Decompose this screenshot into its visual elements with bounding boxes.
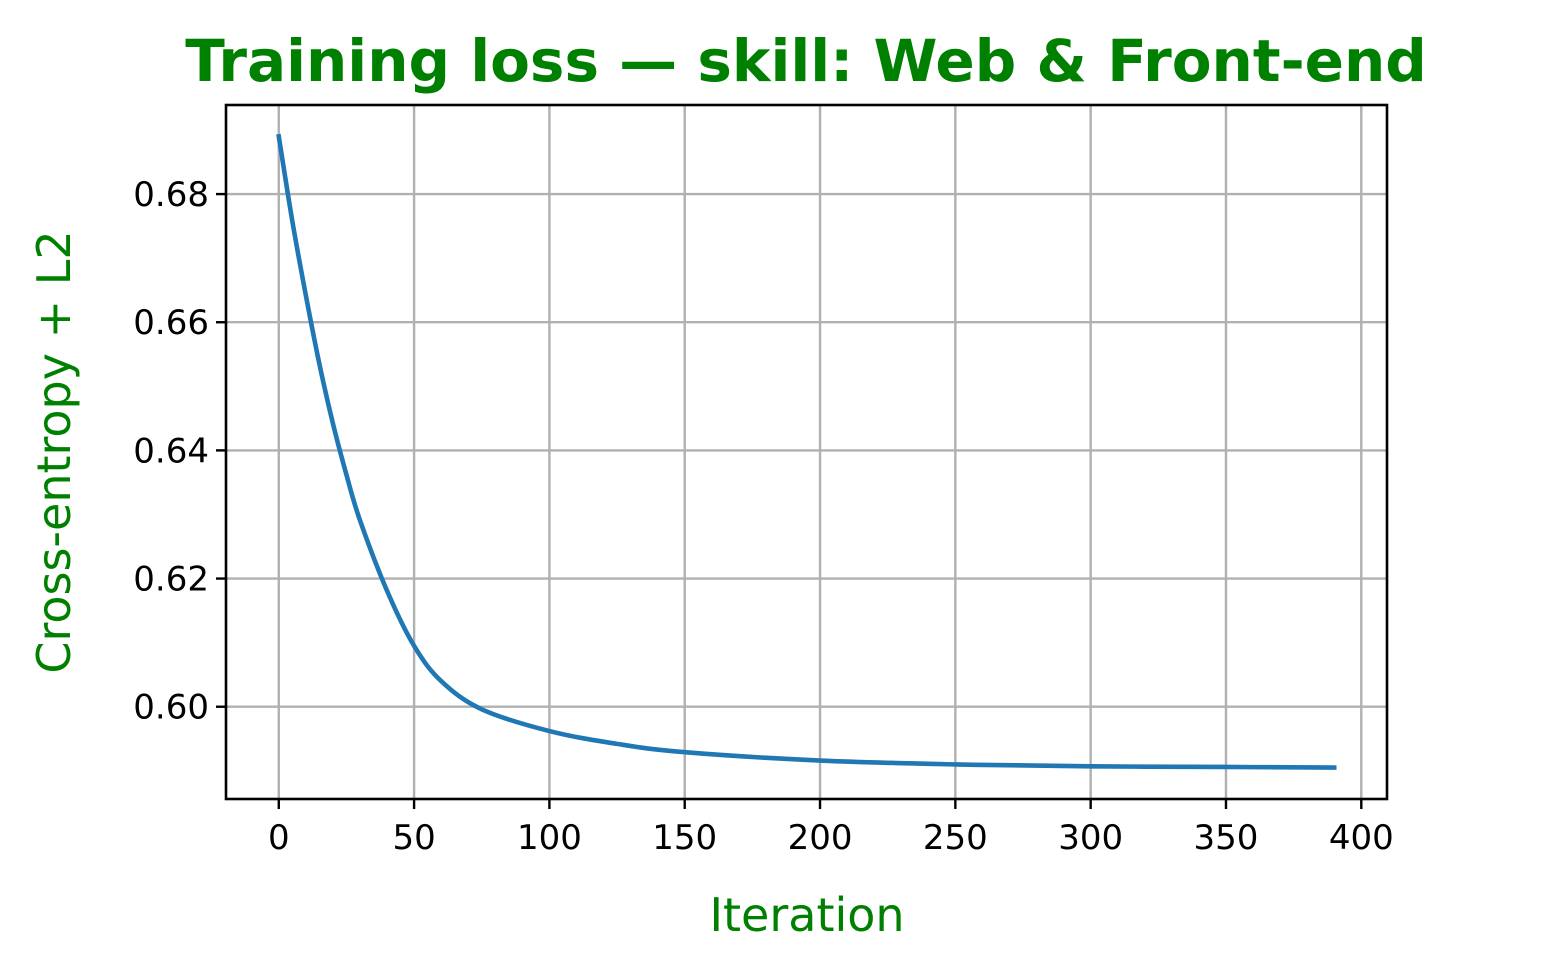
x-tick-label: 150	[652, 818, 717, 858]
x-tick-label: 100	[517, 818, 582, 858]
y-tick-label: 0.62	[133, 560, 209, 600]
x-tick-label: 400	[1329, 818, 1394, 858]
x-tick-label: 250	[923, 818, 988, 858]
x-tick-label: 200	[788, 818, 853, 858]
loss-series-line	[276, 133, 1337, 770]
ticks: 0 50 100 150 200 250 300 350 400 0.60 0.62 0.64 0.66…	[133, 175, 1393, 858]
x-tick-label: 350	[1194, 818, 1259, 858]
y-tick-label: 0.66	[133, 303, 209, 343]
grid	[226, 105, 1387, 799]
plot-frame	[224, 103, 1389, 801]
x-axis-label: Iteration	[709, 888, 904, 942]
y-axis-label: Cross-entropy + L2	[27, 230, 81, 673]
series-layer	[276, 133, 1337, 770]
chart-title: Training loss — skill: Web & Front-end	[185, 27, 1427, 95]
y-tick-label: 0.64	[133, 431, 209, 471]
x-tick-label: 50	[392, 818, 435, 858]
x-tick-label: 0	[268, 818, 290, 858]
x-tick-label: 300	[1058, 818, 1123, 858]
y-tick-label: 0.60	[133, 688, 209, 728]
y-tick-label: 0.68	[133, 175, 209, 215]
